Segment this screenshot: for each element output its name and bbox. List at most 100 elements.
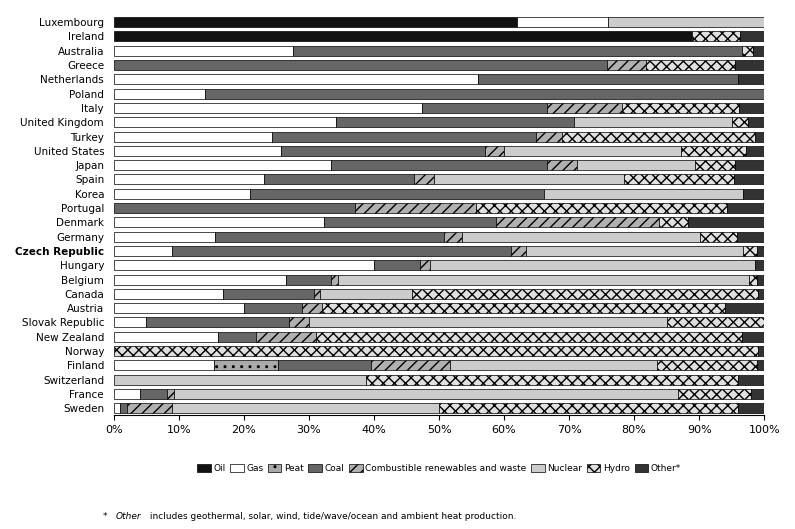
Bar bbox=[114, 175, 264, 185]
Bar bbox=[746, 146, 764, 156]
Bar bbox=[114, 31, 692, 41]
Bar bbox=[316, 332, 742, 342]
Bar bbox=[114, 389, 141, 399]
Bar bbox=[735, 60, 764, 70]
Bar bbox=[657, 360, 757, 370]
Bar bbox=[749, 275, 757, 285]
Bar bbox=[751, 389, 764, 399]
Bar bbox=[146, 317, 289, 327]
Bar bbox=[114, 303, 244, 313]
Bar bbox=[743, 189, 764, 199]
Bar bbox=[755, 132, 764, 142]
Bar bbox=[114, 189, 250, 199]
Bar bbox=[607, 60, 646, 70]
Bar bbox=[748, 117, 764, 127]
Bar bbox=[742, 45, 753, 56]
Bar bbox=[114, 403, 120, 413]
Bar bbox=[114, 89, 205, 98]
Bar bbox=[114, 317, 146, 327]
Bar bbox=[608, 17, 764, 27]
Bar bbox=[114, 45, 293, 56]
Bar bbox=[281, 146, 486, 156]
Bar bbox=[250, 189, 544, 199]
Bar bbox=[114, 275, 285, 285]
Bar bbox=[114, 260, 374, 270]
Bar bbox=[478, 75, 739, 84]
Bar bbox=[548, 160, 577, 170]
Bar bbox=[114, 332, 219, 342]
Bar bbox=[293, 45, 742, 56]
Bar bbox=[371, 360, 450, 370]
Bar bbox=[562, 132, 755, 142]
Bar bbox=[412, 289, 758, 299]
Bar bbox=[548, 103, 622, 113]
Bar bbox=[739, 103, 764, 113]
Bar bbox=[173, 403, 439, 413]
Bar bbox=[753, 45, 764, 56]
Text: Other: Other bbox=[115, 512, 141, 521]
Bar bbox=[742, 332, 764, 342]
Bar bbox=[430, 260, 755, 270]
Bar bbox=[256, 332, 316, 342]
Bar bbox=[743, 246, 757, 256]
Bar bbox=[114, 17, 517, 27]
Bar bbox=[422, 103, 548, 113]
Bar bbox=[264, 175, 414, 185]
Bar bbox=[511, 246, 525, 256]
Bar bbox=[732, 117, 748, 127]
Bar bbox=[114, 360, 214, 370]
Bar bbox=[659, 217, 688, 227]
Bar bbox=[114, 203, 355, 213]
Bar bbox=[272, 132, 536, 142]
Bar bbox=[624, 175, 734, 185]
Bar bbox=[758, 346, 764, 356]
Bar bbox=[120, 403, 127, 413]
Bar bbox=[740, 31, 764, 41]
Bar bbox=[114, 60, 607, 70]
Bar bbox=[738, 375, 764, 385]
Bar bbox=[205, 89, 764, 98]
Bar bbox=[414, 175, 434, 185]
Bar bbox=[219, 332, 256, 342]
Bar bbox=[757, 360, 764, 370]
Bar bbox=[681, 146, 746, 156]
Bar bbox=[727, 203, 764, 213]
Text: *: * bbox=[103, 512, 111, 521]
Bar bbox=[289, 317, 309, 327]
Legend: Oil, Gas, Peat, Coal, Combustible renewables and waste, Nuclear, Hydro, Other*: Oil, Gas, Peat, Coal, Combustible renewa… bbox=[193, 460, 684, 476]
Bar bbox=[244, 303, 302, 313]
Bar bbox=[127, 403, 173, 413]
Bar bbox=[215, 232, 444, 242]
Bar bbox=[667, 317, 764, 327]
Bar bbox=[444, 232, 462, 242]
Bar bbox=[223, 289, 314, 299]
Bar bbox=[366, 375, 738, 385]
Bar bbox=[486, 146, 504, 156]
Bar bbox=[504, 146, 681, 156]
Bar bbox=[114, 217, 324, 227]
Bar bbox=[758, 289, 764, 299]
Bar bbox=[172, 246, 511, 256]
Bar bbox=[338, 275, 749, 285]
Bar bbox=[374, 260, 421, 270]
Bar bbox=[450, 360, 657, 370]
Bar bbox=[114, 132, 272, 142]
Bar bbox=[462, 232, 700, 242]
Bar bbox=[700, 232, 737, 242]
Bar bbox=[114, 103, 422, 113]
Bar bbox=[695, 160, 735, 170]
Bar bbox=[725, 303, 764, 313]
Bar bbox=[536, 132, 562, 142]
Bar bbox=[167, 389, 173, 399]
Text: includes geothermal, solar, wind, tide/wave/ocean and ambient heat production.: includes geothermal, solar, wind, tide/w… bbox=[147, 512, 517, 521]
Bar bbox=[285, 275, 331, 285]
Bar bbox=[114, 146, 281, 156]
Bar bbox=[757, 275, 764, 285]
Bar bbox=[622, 103, 739, 113]
Bar bbox=[114, 289, 223, 299]
Bar bbox=[278, 360, 371, 370]
Bar bbox=[734, 175, 764, 185]
Bar bbox=[755, 260, 764, 270]
Bar bbox=[577, 160, 695, 170]
Bar bbox=[525, 246, 743, 256]
